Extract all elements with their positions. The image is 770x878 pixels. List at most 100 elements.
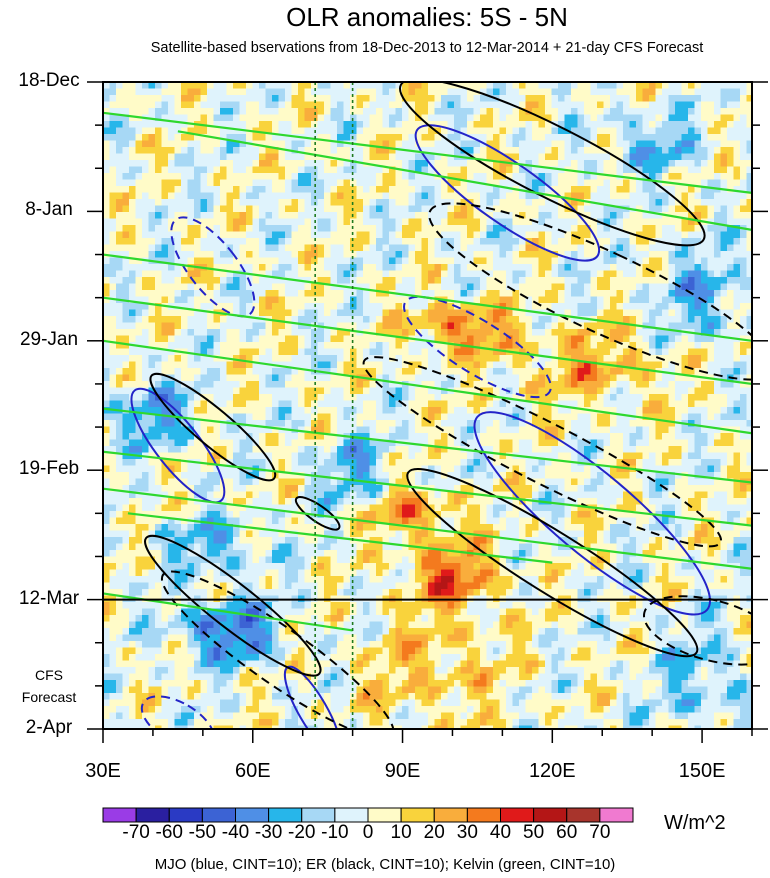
anomaly-cell: [473, 381, 481, 389]
anomaly-cell: [668, 225, 676, 233]
anomaly-cell: [493, 348, 501, 356]
anomaly-cell: [460, 309, 468, 317]
anomaly-cell: [343, 368, 351, 376]
anomaly-cell: [733, 355, 741, 363]
anomaly-cell: [597, 166, 605, 174]
anomaly-cell: [174, 225, 182, 233]
anomaly-cell: [148, 374, 156, 382]
anomaly-cell: [636, 303, 644, 311]
anomaly-cell: [636, 264, 644, 272]
anomaly-cell: [382, 108, 390, 116]
anomaly-cell: [220, 283, 228, 291]
anomaly-cell: [584, 283, 592, 291]
anomaly-cell: [252, 251, 260, 259]
anomaly-cell: [168, 218, 176, 226]
anomaly-cell: [350, 205, 358, 213]
anomaly-cell: [441, 316, 449, 324]
anomaly-cell: [525, 257, 533, 265]
anomaly-cell: [493, 400, 501, 408]
anomaly-cell: [330, 264, 338, 272]
anomaly-cell: [681, 134, 689, 142]
anomaly-cell: [220, 322, 228, 330]
anomaly-cell: [636, 355, 644, 363]
anomaly-cell: [590, 394, 598, 402]
anomaly-cell: [161, 199, 169, 207]
anomaly-cell: [447, 160, 455, 168]
anomaly-cell: [740, 342, 748, 350]
anomaly-cell: [701, 173, 709, 181]
anomaly-cell: [506, 134, 514, 142]
anomaly-cell: [265, 88, 273, 96]
anomaly-cell: [389, 179, 397, 187]
anomaly-cell: [389, 199, 397, 207]
anomaly-cell: [714, 134, 722, 142]
anomaly-cell: [129, 316, 137, 324]
anomaly-cell: [324, 160, 332, 168]
anomaly-cell: [545, 348, 553, 356]
anomaly-cell: [512, 95, 520, 103]
anomaly-cell: [291, 127, 299, 135]
anomaly-cell: [116, 199, 124, 207]
anomaly-cell: [629, 192, 637, 200]
anomaly-cell: [272, 309, 280, 317]
anomaly-cell: [655, 257, 663, 265]
anomaly-cell: [512, 257, 520, 265]
anomaly-cell: [252, 173, 260, 181]
anomaly-cell: [304, 225, 312, 233]
anomaly-cell: [181, 394, 189, 402]
anomaly-cell: [200, 173, 208, 181]
anomaly-cell: [402, 244, 410, 252]
anomaly-cell: [233, 147, 241, 155]
anomaly-cell: [519, 238, 527, 246]
anomaly-cell: [304, 82, 312, 90]
anomaly-cell: [428, 199, 436, 207]
anomaly-cell: [486, 342, 494, 350]
anomaly-cell: [610, 374, 618, 382]
anomaly-cell: [343, 108, 351, 116]
anomaly-cell: [532, 290, 540, 298]
anomaly-cell: [584, 140, 592, 148]
anomaly-cell: [571, 101, 579, 109]
anomaly-cell: [714, 303, 722, 311]
anomaly-cell: [434, 238, 442, 246]
anomaly-cell: [538, 82, 546, 90]
anomaly-cell: [155, 329, 163, 337]
anomaly-cell: [148, 264, 156, 272]
anomaly-cell: [168, 400, 176, 408]
anomaly-cell: [415, 381, 423, 389]
anomaly-cell: [233, 322, 241, 330]
anomaly-cell: [733, 186, 741, 194]
anomaly-cell: [129, 101, 137, 109]
anomaly-cell: [259, 387, 267, 395]
anomaly-cell: [727, 205, 735, 213]
anomaly-cell: [200, 361, 208, 369]
anomaly-cell: [343, 296, 351, 304]
anomaly-cell: [473, 153, 481, 161]
anomaly-cell: [584, 205, 592, 213]
anomaly-cell: [525, 374, 533, 382]
anomaly-cell: [382, 361, 390, 369]
anomaly-cell: [694, 192, 702, 200]
anomaly-cell: [181, 342, 189, 350]
anomaly-cell: [551, 238, 559, 246]
anomaly-cell: [291, 381, 299, 389]
anomaly-cell: [499, 387, 507, 395]
anomaly-cell: [213, 257, 221, 265]
anomaly-cell: [161, 257, 169, 265]
anomaly-cell: [642, 95, 650, 103]
anomaly-cell: [421, 264, 429, 272]
anomaly-cell: [525, 394, 533, 402]
anomaly-cell: [285, 329, 293, 337]
anomaly-cell: [278, 400, 286, 408]
anomaly-cell: [142, 121, 150, 129]
anomaly-cell: [746, 355, 752, 363]
anomaly-cell: [369, 361, 377, 369]
anomaly-cell: [584, 348, 592, 356]
anomaly-cell: [675, 192, 683, 200]
anomaly-cell: [603, 374, 611, 382]
anomaly-cell: [681, 296, 689, 304]
anomaly-cell: [350, 400, 358, 408]
anomaly-cell: [727, 329, 735, 337]
anomaly-cell: [688, 192, 696, 200]
anomaly-cell: [161, 192, 169, 200]
